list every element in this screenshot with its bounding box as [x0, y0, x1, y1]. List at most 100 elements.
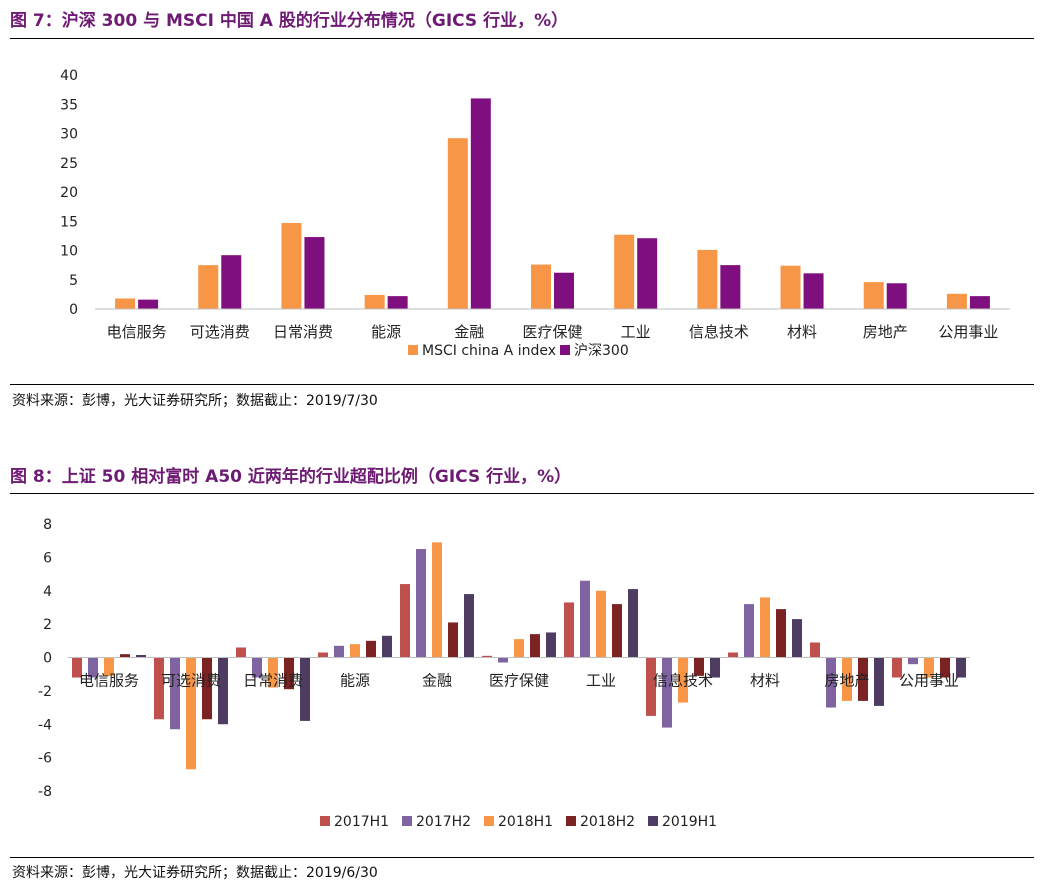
bar-2017H2 — [252, 657, 262, 678]
y-tick-label: 6 — [43, 550, 52, 566]
category-label: 可选消费 — [190, 323, 250, 341]
bar-2019H1 — [300, 657, 310, 721]
bar-2017H1 — [318, 652, 328, 658]
bar-2018H2 — [940, 657, 950, 678]
bar-2019H1 — [382, 635, 392, 658]
y-tick-label: 20 — [60, 185, 78, 201]
bar-2017H1 — [728, 652, 738, 658]
category-label: 金融 — [454, 323, 484, 341]
bar-2018H1 — [760, 597, 770, 658]
legend-label: 2019H1 — [662, 814, 717, 830]
legend-label: 沪深300 — [574, 343, 629, 359]
bar-2018H2 — [284, 657, 294, 690]
category-label: 房地产 — [863, 323, 908, 341]
figure-8-bottom-rule — [10, 857, 1034, 858]
bar-2018H1 — [678, 657, 688, 703]
category-label: 公用事业 — [899, 672, 959, 690]
legend-label: 2018H2 — [580, 814, 635, 830]
bar-沪深300 — [470, 98, 491, 310]
legend-label: 2018H1 — [498, 814, 553, 830]
figure-7-title: 图 7：沪深 300 与 MSCI 中国 A 股的行业分布情况（GICS 行业，… — [10, 11, 569, 31]
bar-2018H2 — [530, 634, 540, 658]
bar-2018H2 — [120, 654, 130, 658]
bar-2018H1 — [924, 657, 934, 678]
bar-2017H2 — [826, 657, 836, 708]
y-tick-label: 35 — [60, 97, 78, 113]
bar-沪深300 — [886, 283, 907, 309]
y-tick-label: 8 — [43, 517, 52, 533]
bar-2019H1 — [136, 654, 146, 658]
y-tick-label: 15 — [60, 214, 78, 230]
y-tick-label: -2 — [38, 684, 52, 700]
bar-沪深300 — [554, 272, 574, 309]
bar-MSCI china A index — [863, 282, 884, 309]
bar-2017H1 — [482, 655, 492, 658]
bar-沪深300 — [221, 255, 242, 309]
legend-swatch-2018H2 — [566, 816, 576, 826]
bar-2017H2 — [416, 549, 426, 658]
y-tick-label: -8 — [38, 784, 52, 800]
figure-7-bottom-rule — [10, 384, 1034, 385]
legend-label: 2017H2 — [416, 814, 471, 830]
category-label: 可选消费 — [161, 672, 221, 690]
figure-7-source-note: 资料来源：彭博，光大证券研究所；数据截止：2019/7/30 — [12, 393, 378, 409]
bar-2017H1 — [400, 584, 410, 658]
category-label: 电信服务 — [79, 672, 139, 690]
category-label: 能源 — [340, 672, 370, 690]
bar-2018H1 — [842, 657, 852, 701]
bar-沪深300 — [803, 273, 824, 309]
bar-2017H1 — [646, 657, 656, 716]
legend-swatch-MSCI china A index — [408, 345, 418, 355]
bar-2019H1 — [546, 632, 556, 658]
y-tick-label: -6 — [38, 751, 52, 767]
bar-2017H2 — [88, 657, 98, 678]
bar-MSCI china A index — [780, 265, 801, 309]
category-label: 医疗保健 — [522, 323, 582, 341]
legend-swatch-2017H1 — [320, 816, 330, 826]
category-label: 医疗保健 — [489, 672, 549, 690]
bar-2019H1 — [874, 657, 884, 706]
category-label: 电信服务 — [107, 323, 167, 341]
figure-8-source-note: 资料来源：彭博，光大证券研究所；数据截止：2019/6/30 — [12, 865, 378, 881]
figure-7-chart: 0 5 10 15 20 25 30 35 40 电信服务 可选消费 日常消费 能源 金融 医疗保健 工业 信息… — [60, 68, 1010, 359]
figure-7-title-rule — [10, 38, 1034, 39]
bar-2017H2 — [170, 657, 180, 730]
bar-沪深300 — [304, 237, 325, 309]
bar-2018H2 — [776, 609, 786, 658]
bar-MSCI china A index — [531, 264, 551, 309]
bar-2019H1 — [792, 619, 802, 658]
category-label: 日常消费 — [273, 323, 333, 341]
figure-8-title-rule — [10, 493, 1034, 494]
y-tick-label: 0 — [43, 651, 52, 667]
bar-MSCI china A index — [447, 138, 468, 309]
bar-2017H2 — [498, 657, 508, 663]
bar-2017H2 — [580, 580, 590, 658]
bar-沪深300 — [969, 296, 990, 309]
bar-2017H1 — [810, 642, 820, 658]
bar-MSCI china A index — [614, 234, 635, 309]
bar-2018H2 — [694, 657, 704, 676]
legend-swatch-2017H2 — [402, 816, 412, 826]
bar-2017H1 — [154, 657, 164, 720]
bar-2018H2 — [366, 640, 376, 658]
bar-2018H1 — [596, 590, 606, 658]
bar-2017H2 — [662, 657, 672, 728]
bar-MSCI china A index — [697, 249, 718, 309]
bar-MSCI china A index — [281, 223, 302, 309]
bar-2019H1 — [710, 657, 720, 678]
bar-沪深300 — [387, 296, 408, 309]
y-tick-label: 40 — [60, 68, 78, 84]
bar-2017H2 — [334, 645, 344, 658]
bar-2018H1 — [104, 657, 114, 676]
bar-2017H1 — [564, 602, 574, 658]
category-label: 日常消费 — [243, 672, 303, 690]
y-tick-label: 25 — [60, 156, 78, 172]
bar-2017H1 — [892, 657, 902, 678]
figure-8-chart: -8 -6 -4 -2 0 2 4 6 8 电信服务 可选消费 日常消费 能源 金融 医疗保健 工业 信息技术 材… — [38, 517, 970, 830]
bar-沪深300 — [720, 265, 741, 309]
y-tick-label: 5 — [69, 273, 78, 289]
category-label: 信息技术 — [653, 672, 713, 690]
bar-MSCI china A index — [946, 293, 967, 309]
bar-2018H1 — [514, 639, 524, 658]
bar-2018H2 — [612, 604, 622, 658]
